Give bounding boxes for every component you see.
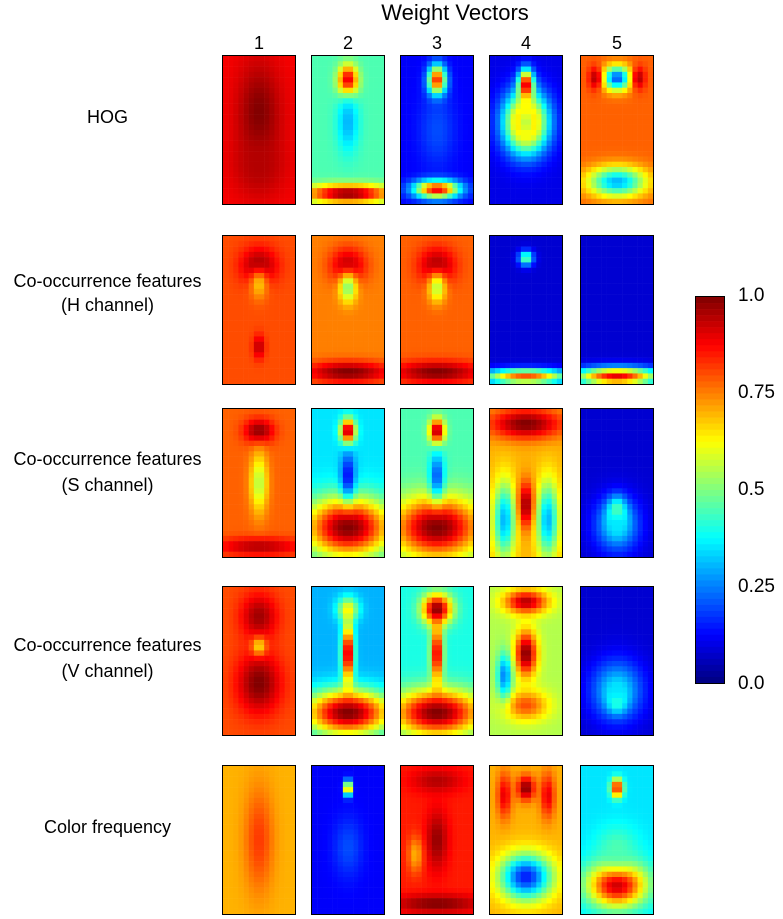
heatmap-image-hog-1 xyxy=(223,56,295,204)
heatmap-image-s-4 xyxy=(490,409,562,557)
row-label-2-line-1: Co-occurrence features xyxy=(13,271,202,291)
column-label-4: 4 xyxy=(520,33,531,53)
column-label-1: 1 xyxy=(253,33,264,53)
heatmap-cell-v-4 xyxy=(489,586,563,736)
heatmap-image-hog-3 xyxy=(401,56,473,204)
heatmap-image-v-4 xyxy=(490,587,562,735)
row-label-5-line-1: Color frequency xyxy=(43,817,172,837)
heatmap-image-v-3 xyxy=(401,587,473,735)
heatmap-cell-h-3 xyxy=(400,235,474,385)
heatmap-image-h-2 xyxy=(312,236,384,384)
heatmap-image-h-3 xyxy=(401,236,473,384)
heatmap-image-hog-2 xyxy=(312,56,384,204)
heatmap-cell-c-5 xyxy=(580,765,654,915)
heatmap-cell-s-2 xyxy=(311,408,385,558)
colorbar-tick-label: 1.0 xyxy=(738,285,765,306)
heatmap-image-s-5 xyxy=(581,409,653,557)
heatmap-cell-hog-1 xyxy=(222,55,296,205)
colorbar-gradient xyxy=(696,297,724,683)
row-label-1-line-1: HOG xyxy=(86,107,128,127)
row-label-3-line-1: Co-occurrence features xyxy=(13,449,202,469)
column-label-5: 5 xyxy=(611,33,622,53)
heatmap-cell-s-4 xyxy=(489,408,563,558)
heatmap-cell-v-5 xyxy=(580,586,654,736)
heatmap-image-hog-4 xyxy=(490,56,562,204)
column-label-3: 3 xyxy=(431,33,442,53)
heatmap-cell-v-2 xyxy=(311,586,385,736)
heatmap-cell-s-5 xyxy=(580,408,654,558)
heatmap-image-s-1 xyxy=(223,409,295,557)
heatmap-cell-h-5 xyxy=(580,235,654,385)
heatmap-image-hog-5 xyxy=(581,56,653,204)
heatmap-cell-s-1 xyxy=(222,408,296,558)
heatmap-image-c-3 xyxy=(401,766,473,914)
heatmap-cell-hog-5 xyxy=(580,55,654,205)
heatmap-cell-s-3 xyxy=(400,408,474,558)
colorbar-tick-label: 0.5 xyxy=(738,479,765,500)
heatmap-cell-v-1 xyxy=(222,586,296,736)
colorbar-tick-label: 0.75 xyxy=(738,382,775,403)
heatmap-cell-h-1 xyxy=(222,235,296,385)
heatmap-image-c-5 xyxy=(581,766,653,914)
row-label-2-line-2: (H channel) xyxy=(60,295,155,315)
heatmap-cell-c-4 xyxy=(489,765,563,915)
row-label-3-line-2: (S channel) xyxy=(61,475,154,495)
heatmap-image-c-2 xyxy=(312,766,384,914)
heatmap-cell-hog-3 xyxy=(400,55,474,205)
heatmap-image-c-4 xyxy=(490,766,562,914)
column-label-2: 2 xyxy=(342,33,353,53)
colorbar-tick-label: 0.25 xyxy=(738,576,775,597)
chart-title: Weight Vectors xyxy=(381,0,529,25)
row-label-4-line-1: Co-occurrence features xyxy=(13,635,202,655)
heatmap-cell-hog-2 xyxy=(311,55,385,205)
heatmap-image-s-2 xyxy=(312,409,384,557)
heatmap-image-s-3 xyxy=(401,409,473,557)
heatmap-cell-c-1 xyxy=(222,765,296,915)
heatmap-cell-h-4 xyxy=(489,235,563,385)
heatmap-cell-c-2 xyxy=(311,765,385,915)
heatmap-image-h-4 xyxy=(490,236,562,384)
heatmap-image-v-1 xyxy=(223,587,295,735)
row-label-4-line-2: (V channel) xyxy=(61,661,154,681)
heatmap-image-v-2 xyxy=(312,587,384,735)
heatmap-image-c-1 xyxy=(223,766,295,914)
colorbar-tick-label: 0.0 xyxy=(738,673,765,694)
colorbar xyxy=(695,296,725,684)
heatmap-cell-hog-4 xyxy=(489,55,563,205)
heatmap-image-h-5 xyxy=(581,236,653,384)
heatmap-cell-h-2 xyxy=(311,235,385,385)
heatmap-cell-c-3 xyxy=(400,765,474,915)
heatmap-cell-v-3 xyxy=(400,586,474,736)
heatmap-image-v-5 xyxy=(581,587,653,735)
heatmap-image-h-1 xyxy=(223,236,295,384)
